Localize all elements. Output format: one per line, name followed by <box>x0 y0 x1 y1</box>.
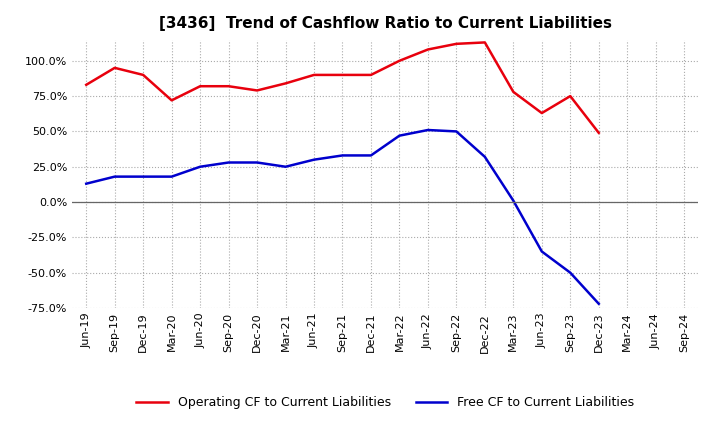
Line: Free CF to Current Liabilities: Free CF to Current Liabilities <box>86 130 599 304</box>
Free CF to Current Liabilities <box>196 164 204 169</box>
Free CF to Current Liabilities <box>509 198 518 203</box>
Operating CF to Current Liabilities <box>366 72 375 77</box>
Free CF to Current Liabilities <box>225 160 233 165</box>
Operating CF to Current Liabilities <box>225 84 233 89</box>
Free CF to Current Liabilities <box>423 127 432 132</box>
Title: [3436]  Trend of Cashflow Ratio to Current Liabilities: [3436] Trend of Cashflow Ratio to Curren… <box>158 16 612 32</box>
Free CF to Current Liabilities <box>338 153 347 158</box>
Operating CF to Current Liabilities <box>537 110 546 116</box>
Operating CF to Current Liabilities <box>110 65 119 70</box>
Free CF to Current Liabilities <box>167 174 176 179</box>
Free CF to Current Liabilities <box>282 164 290 169</box>
Free CF to Current Liabilities <box>310 157 318 162</box>
Operating CF to Current Liabilities <box>452 41 461 47</box>
Free CF to Current Liabilities <box>480 154 489 159</box>
Operating CF to Current Liabilities <box>196 84 204 89</box>
Legend: Operating CF to Current Liabilities, Free CF to Current Liabilities: Operating CF to Current Liabilities, Fre… <box>131 392 639 414</box>
Operating CF to Current Liabilities <box>395 58 404 63</box>
Free CF to Current Liabilities <box>253 160 261 165</box>
Operating CF to Current Liabilities <box>167 98 176 103</box>
Free CF to Current Liabilities <box>110 174 119 179</box>
Free CF to Current Liabilities <box>566 270 575 275</box>
Operating CF to Current Liabilities <box>82 82 91 88</box>
Operating CF to Current Liabilities <box>595 130 603 136</box>
Line: Operating CF to Current Liabilities: Operating CF to Current Liabilities <box>86 42 599 133</box>
Free CF to Current Liabilities <box>595 301 603 306</box>
Operating CF to Current Liabilities <box>253 88 261 93</box>
Operating CF to Current Liabilities <box>139 72 148 77</box>
Operating CF to Current Liabilities <box>480 40 489 45</box>
Operating CF to Current Liabilities <box>282 81 290 86</box>
Free CF to Current Liabilities <box>139 174 148 179</box>
Operating CF to Current Liabilities <box>423 47 432 52</box>
Free CF to Current Liabilities <box>366 153 375 158</box>
Free CF to Current Liabilities <box>395 133 404 138</box>
Operating CF to Current Liabilities <box>566 93 575 99</box>
Free CF to Current Liabilities <box>452 129 461 134</box>
Operating CF to Current Liabilities <box>310 72 318 77</box>
Operating CF to Current Liabilities <box>509 89 518 95</box>
Free CF to Current Liabilities <box>537 249 546 254</box>
Operating CF to Current Liabilities <box>338 72 347 77</box>
Free CF to Current Liabilities <box>82 181 91 186</box>
